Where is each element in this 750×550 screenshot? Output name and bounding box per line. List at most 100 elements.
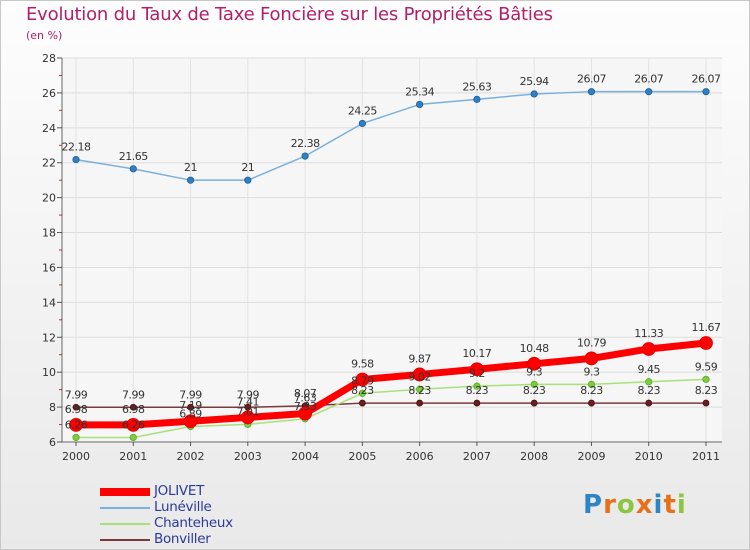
- data-label: 10.79: [577, 336, 606, 349]
- data-label: 9.3: [583, 365, 599, 378]
- data-label: 7.99: [65, 388, 88, 401]
- y-tick-label: 10: [42, 366, 56, 379]
- data-label: 25.34: [405, 85, 434, 98]
- data-label: 8.23: [351, 384, 374, 397]
- data-label: 8.23: [523, 384, 546, 397]
- y-tick-label: 24: [42, 122, 56, 135]
- data-point: [358, 119, 366, 128]
- data-label: 26.07: [692, 73, 721, 86]
- data-label: 8.07: [294, 387, 317, 400]
- y-tick-label: 14: [42, 296, 56, 309]
- data-label: 25.63: [462, 80, 491, 93]
- data-label: 6.89: [179, 407, 202, 420]
- logo-letter: P: [583, 490, 604, 520]
- data-label: 21: [241, 161, 254, 174]
- data-point: [641, 342, 656, 356]
- legend-label-luneville: Lunéville: [154, 499, 212, 515]
- data-label: 7.33: [294, 400, 317, 413]
- data-point: [240, 410, 255, 425]
- data-label: 8.23: [637, 384, 660, 397]
- y-tick-label: 20: [42, 192, 56, 205]
- data-point: [588, 399, 595, 407]
- data-point: [470, 362, 484, 377]
- data-label: 6.26: [122, 418, 145, 431]
- data-label: 11.67: [692, 321, 721, 334]
- data-point: [702, 375, 710, 383]
- logo-letter: r: [603, 490, 617, 520]
- data-label: 11.33: [634, 327, 663, 340]
- data-label: 25.94: [520, 75, 549, 88]
- logo-letter: t: [663, 490, 677, 520]
- data-point: [129, 165, 137, 173]
- logo-letter: i: [676, 490, 687, 520]
- x-tick-label: 2009: [577, 450, 605, 463]
- data-point: [473, 95, 481, 103]
- data-label: 9.87: [408, 352, 431, 365]
- data-label: 8.23: [466, 384, 489, 397]
- proxiti-logo: Proxiti: [583, 490, 687, 520]
- data-label: 6.98: [65, 403, 88, 416]
- x-tick-label: 2003: [234, 450, 262, 463]
- data-point: [129, 433, 137, 442]
- series-line-bonviller: [75, 402, 707, 409]
- data-label: 9.2: [469, 367, 485, 380]
- x-tick-label: 2008: [520, 450, 548, 463]
- logo-letter: i: [653, 490, 664, 520]
- data-point: [358, 399, 366, 407]
- data-point: [587, 88, 596, 96]
- data-point: [527, 356, 542, 371]
- data-label: 26.07: [577, 73, 606, 86]
- data-point: [301, 152, 309, 160]
- data-point: [72, 433, 80, 442]
- y-tick-label: 18: [42, 227, 56, 240]
- data-point: [72, 155, 80, 164]
- data-point: [187, 403, 194, 411]
- data-label: 9.59: [695, 360, 718, 373]
- data-point: [530, 399, 538, 407]
- y-tick-label: 16: [42, 261, 56, 274]
- data-point: [645, 378, 653, 386]
- legend-swatch-bonviller: [100, 539, 150, 541]
- y-tick-label: 6: [49, 436, 56, 449]
- y-tick-label: 12: [42, 331, 56, 344]
- y-tick-label: 22: [42, 157, 56, 170]
- plot-area: [62, 58, 722, 442]
- data-point: [298, 406, 312, 421]
- data-point: [587, 380, 596, 388]
- data-label: 6.26: [65, 418, 88, 431]
- y-tick-label: 26: [42, 87, 56, 100]
- legend-swatch-luneville: [100, 507, 150, 509]
- x-tick-label: 2011: [692, 450, 720, 463]
- x-tick-label: 2007: [463, 450, 491, 463]
- data-label: 9.02: [408, 370, 431, 383]
- data-label: 9.58: [351, 358, 374, 371]
- data-point: [183, 414, 198, 429]
- x-tick-label: 2006: [406, 450, 434, 463]
- data-label: 21: [184, 161, 197, 174]
- x-tick-label: 2005: [348, 450, 376, 463]
- logo-letter: o: [616, 490, 636, 520]
- x-tick-label: 2002: [177, 450, 205, 463]
- data-point: [186, 176, 195, 184]
- legend-swatch-jolivet: [100, 488, 150, 496]
- data-label: 22.18: [62, 141, 91, 154]
- data-point: [699, 336, 713, 350]
- x-tick-label: 2004: [291, 450, 319, 463]
- logo-letter: x: [635, 490, 654, 520]
- data-label: 8.79: [351, 374, 374, 387]
- data-label: 7.99: [179, 388, 202, 401]
- data-label: 7.41: [237, 395, 260, 408]
- data-label: 10.17: [462, 347, 491, 360]
- y-tick-label: 28: [42, 52, 56, 65]
- data-point: [702, 399, 710, 407]
- legend-item-chanteheux: Chanteheux: [100, 515, 300, 532]
- data-label: 8.23: [695, 384, 718, 397]
- data-point: [412, 367, 427, 382]
- data-point: [584, 351, 599, 366]
- data-point: [530, 90, 538, 98]
- data-point: [645, 88, 653, 96]
- data-point: [416, 399, 424, 407]
- series-line-lunéville: [75, 90, 707, 181]
- data-point: [702, 88, 710, 96]
